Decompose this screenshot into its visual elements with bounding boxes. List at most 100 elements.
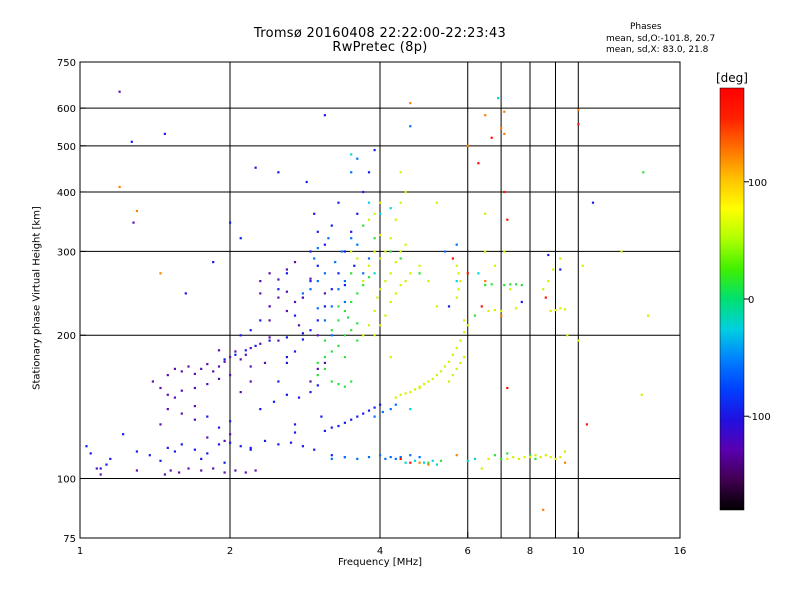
data-point [330, 457, 333, 460]
data-point [244, 349, 247, 352]
data-point [379, 201, 382, 204]
data-point [309, 329, 312, 332]
data-point [559, 456, 562, 459]
data-point [239, 391, 242, 394]
data-point [350, 272, 353, 275]
data-point [337, 319, 340, 322]
data-point [379, 233, 382, 237]
data-point [285, 361, 288, 364]
data-point [457, 288, 460, 291]
data-point [356, 292, 359, 295]
data-point [506, 386, 509, 390]
data-point [422, 461, 426, 464]
data-point [337, 305, 340, 308]
data-point [323, 243, 326, 246]
data-point [384, 250, 387, 253]
x-tick-label: 6 [465, 546, 471, 557]
colorbar-tick-label: 0 [748, 295, 754, 306]
data-point [99, 473, 102, 476]
data-point [316, 374, 319, 377]
data-point [399, 284, 402, 287]
data-point [367, 218, 371, 221]
data-point [427, 463, 430, 466]
data-point [459, 339, 462, 342]
data-point [463, 356, 466, 359]
data-point [384, 280, 387, 283]
data-point [259, 280, 262, 283]
data-point [330, 288, 333, 291]
data-point [394, 261, 397, 264]
data-point [455, 347, 458, 350]
data-point [389, 237, 392, 240]
data-point [277, 171, 280, 174]
data-point [384, 457, 387, 460]
data-point [89, 452, 92, 455]
data-point [323, 319, 326, 322]
data-point [323, 339, 326, 342]
data-point [223, 360, 226, 363]
data-point [206, 363, 209, 366]
phases-x-stats: mean, sd,X: 83.0, 21.8 [606, 45, 709, 55]
data-point [439, 370, 443, 373]
data-point [356, 212, 359, 215]
data-point [418, 456, 421, 459]
data-point [455, 264, 458, 267]
data-point [490, 136, 493, 139]
y-tick-label: 500 [57, 142, 76, 153]
data-point [268, 305, 271, 308]
data-point [487, 457, 490, 460]
data-point [463, 331, 466, 334]
data-point [254, 469, 257, 472]
data-point [350, 230, 353, 233]
data-point [367, 257, 371, 260]
data-point [500, 457, 503, 460]
data-point [316, 307, 319, 310]
data-point [394, 396, 397, 399]
data-point [301, 445, 304, 448]
data-point [455, 243, 458, 246]
data-point [212, 261, 215, 264]
data-point [337, 201, 340, 204]
data-point [362, 334, 365, 337]
data-point [159, 386, 162, 390]
data-point [316, 384, 319, 387]
data-point [523, 456, 526, 459]
data-point [379, 288, 382, 291]
data-point [337, 344, 340, 347]
data-point [373, 272, 376, 275]
data-point [534, 454, 537, 457]
data-point [487, 309, 490, 313]
data-point [343, 421, 346, 424]
data-point [309, 280, 312, 283]
data-point [418, 272, 421, 275]
data-point [268, 272, 271, 275]
data-point [443, 250, 447, 253]
data-point [200, 457, 203, 460]
data-point [293, 261, 297, 264]
data-point [200, 469, 203, 472]
y-tick-label: 400 [57, 188, 76, 199]
data-point [259, 408, 262, 411]
data-point [343, 385, 346, 388]
data-point [277, 296, 280, 299]
data-point [330, 380, 333, 383]
data-point [435, 374, 438, 377]
data-point [435, 201, 438, 204]
data-point [399, 457, 402, 460]
data-point [418, 461, 421, 464]
data-point [399, 171, 402, 174]
x-axis-label: Frequency [MHz] [337, 557, 423, 568]
data-point [431, 459, 434, 462]
data-point [367, 456, 371, 459]
data-point [316, 247, 319, 250]
data-point [350, 418, 353, 421]
data-point [347, 316, 350, 319]
data-point [163, 132, 166, 135]
data-point [549, 456, 552, 459]
data-point [466, 272, 469, 275]
data-point [515, 307, 518, 310]
data-point [447, 360, 451, 363]
data-point [484, 280, 487, 283]
data-point [389, 356, 392, 359]
